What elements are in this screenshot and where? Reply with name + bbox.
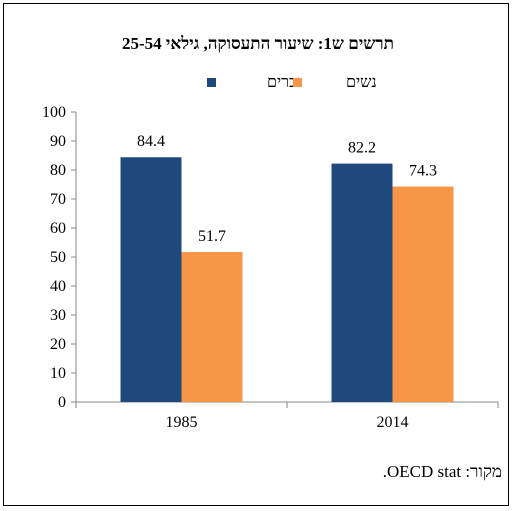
bar — [392, 186, 454, 402]
y-tick-label: 10 — [50, 365, 66, 382]
y-tick-label: 0 — [58, 394, 66, 411]
y-tick-label: 70 — [50, 191, 66, 208]
chart-title: תרשים ש1: שיעור התעסוקה, גילאי 25-54 — [121, 34, 395, 53]
source-note: מקור: OECD stat. — [382, 462, 502, 481]
y-tick-label: 100 — [42, 104, 66, 121]
x-tick-label: 1985 — [166, 414, 198, 431]
y-tick-label: 60 — [50, 220, 66, 237]
y-tick-label: 90 — [50, 133, 66, 150]
legend-label: נשים — [346, 74, 377, 91]
y-tick-label: 50 — [50, 249, 66, 266]
bar — [331, 163, 393, 402]
legend-swatch — [207, 78, 216, 87]
bar — [120, 157, 182, 402]
y-tick-label: 20 — [50, 336, 66, 353]
bar — [181, 252, 243, 402]
legend-swatch — [293, 78, 302, 87]
legend: גברים נשים — [207, 74, 377, 91]
data-label: 84.4 — [137, 133, 165, 150]
data-label: 74.3 — [409, 163, 437, 180]
data-label: 82.2 — [348, 140, 376, 157]
y-tick-label: 30 — [50, 307, 66, 324]
bars: 84.4 51.7 82.2 74.3 — [120, 133, 454, 402]
x-tick-label: 2014 — [377, 414, 409, 431]
data-label: 51.7 — [198, 228, 226, 245]
y-tick-label: 40 — [50, 278, 66, 295]
y-tick-label: 80 — [50, 162, 66, 179]
